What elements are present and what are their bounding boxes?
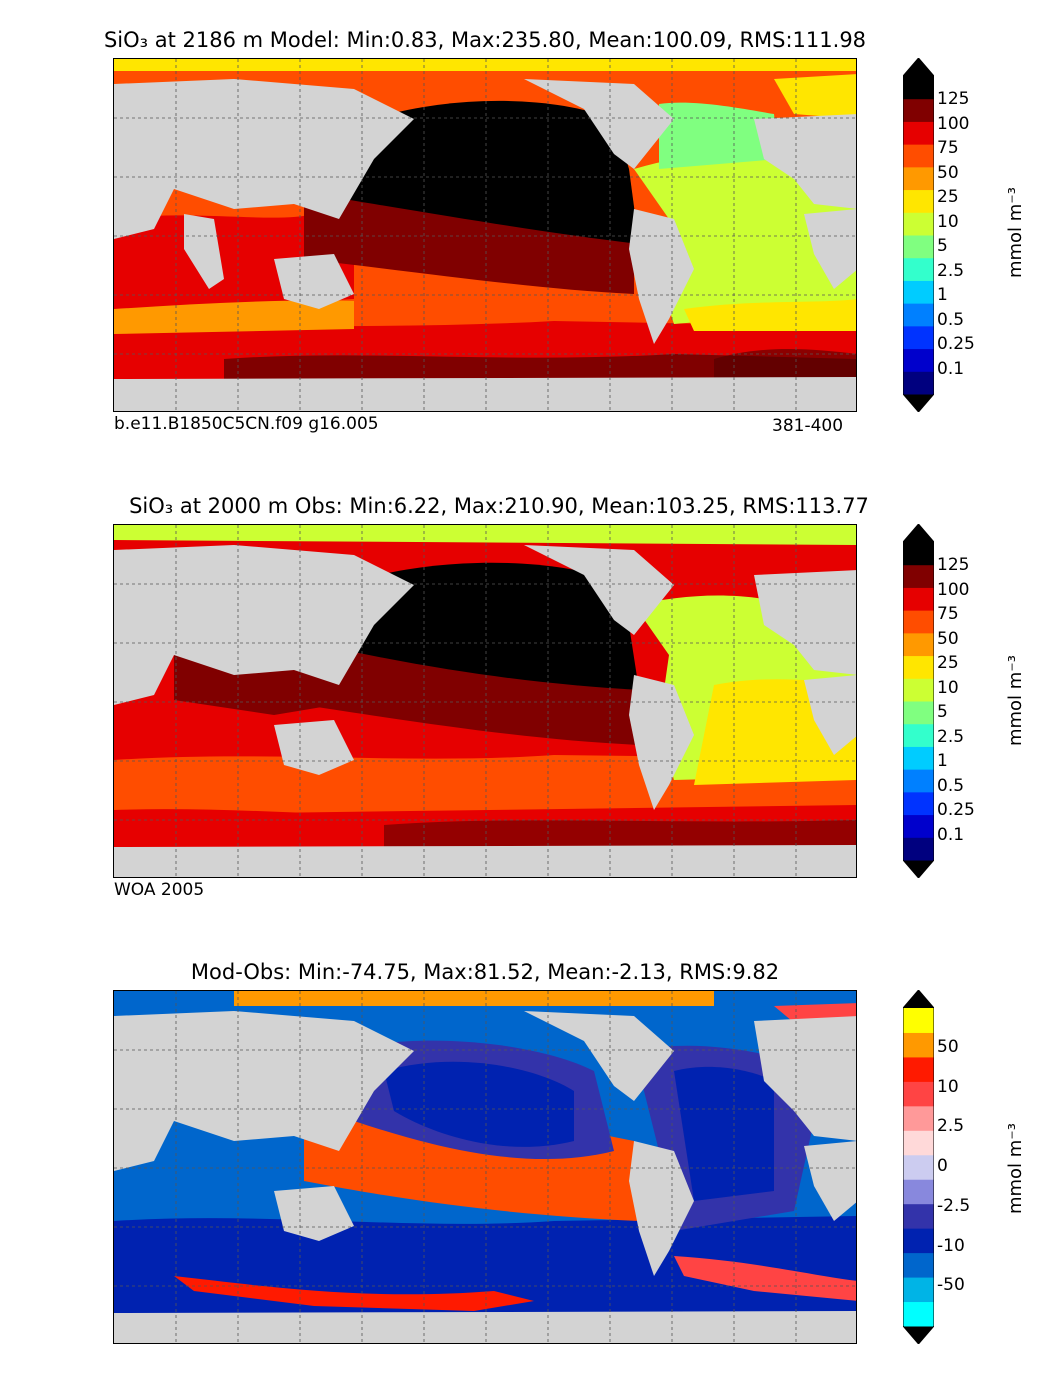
colorbar-extend-min — [903, 394, 934, 412]
colorbar-segment — [903, 189, 934, 213]
colorbar-tick-label: 1 — [937, 285, 948, 306]
colorbar — [902, 57, 935, 413]
colorbar-segment — [903, 632, 934, 657]
colorbar-tick-label: 100 — [937, 113, 970, 134]
model-map — [113, 58, 857, 412]
colorbar-segment — [903, 98, 934, 122]
colorbar-segment — [903, 542, 934, 566]
colorbar — [902, 523, 935, 879]
run-name: b.e11.B1850C5CN.f09 g16.005 — [114, 414, 379, 434]
colorbar-segment — [903, 348, 934, 372]
panel-title: SiO₃ at 2000 m Obs: Min:6.22, Max:210.90… — [129, 494, 869, 518]
colorbar — [902, 989, 935, 1345]
colorbar-tick-label: -2.5 — [937, 1195, 971, 1216]
year-range: 381-400 — [772, 416, 844, 436]
colorbar-segment — [903, 814, 934, 838]
colorbar-tick-label: 0.1 — [937, 358, 965, 379]
colorbar-tick-label: 50 — [937, 1036, 959, 1057]
colorbar-segment — [903, 1179, 934, 1205]
colorbar-extend-max — [903, 524, 934, 542]
colorbar-tick-label: 0.1 — [937, 824, 965, 845]
panel-title: Mod-Obs: Min:-74.75, Max:81.52, Mean:-2.… — [190, 960, 780, 984]
colorbar-tick-label: 10 — [937, 211, 959, 232]
colorbar-tick-label: 25 — [937, 653, 959, 674]
colorbar-tick-label: 10 — [937, 1076, 959, 1097]
colorbar-segment — [903, 1252, 934, 1278]
colorbar-segment — [903, 325, 934, 350]
colorbar-segment — [903, 1105, 934, 1131]
colorbar-units: mmol m⁻³ — [1005, 1122, 1027, 1215]
colorbar-tick-label: 5 — [937, 236, 948, 257]
colorbar-segment — [903, 1203, 934, 1229]
colorbar-tick-label: 2.5 — [937, 726, 965, 747]
colorbar-segment — [903, 1081, 934, 1107]
colorbar-segment — [903, 235, 934, 259]
colorbar-tick-label: 100 — [937, 579, 970, 600]
colorbar-tick-label: 25 — [937, 187, 959, 208]
colorbar-segment — [903, 303, 934, 327]
colorbar-segment — [903, 1301, 934, 1327]
colorbar-segment — [903, 746, 934, 770]
colorbar-tick-label: 50 — [937, 162, 959, 183]
colorbar-tick-label: 0.5 — [937, 775, 965, 796]
colorbar-tick-label: 1 — [937, 751, 948, 772]
obs-map — [113, 524, 857, 878]
colorbar-segment — [903, 1032, 934, 1058]
colorbar-segment — [903, 837, 934, 861]
colorbar-tick-label: 0.25 — [937, 800, 975, 821]
colorbar-segment — [903, 610, 934, 634]
colorbar-extend-min — [903, 1326, 934, 1344]
panel-title: SiO₃ at 2186 m Model: Min:0.83, Max:235.… — [103, 28, 867, 52]
colorbar-segment — [903, 166, 934, 191]
colorbar-segment — [903, 1228, 934, 1254]
colorbar-tick-label: 50 — [937, 628, 959, 649]
colorbar-tick-label: 0.5 — [937, 309, 965, 330]
colorbar-tick-label: 2.5 — [937, 1116, 965, 1137]
colorbar-segment — [903, 723, 934, 747]
colorbar-segment — [903, 144, 934, 168]
colorbar-segment — [903, 678, 934, 702]
colorbar-segment — [903, 1154, 934, 1180]
colorbar-segment — [903, 1008, 934, 1033]
colorbar-tick-label: 75 — [937, 604, 959, 625]
colorbar-segment — [903, 1277, 934, 1303]
diff-map — [113, 990, 857, 1344]
colorbar-segment — [903, 791, 934, 816]
colorbar-tick-label: 75 — [937, 138, 959, 159]
obs-panel: SiO₃ at 2000 m Obs: Min:6.22, Max:210.90… — [113, 494, 1026, 900]
colorbar-tick-label: 10 — [937, 677, 959, 698]
colorbar-extend-max — [903, 990, 934, 1008]
colorbar-tick-label: 125 — [937, 555, 970, 576]
model-panel: SiO₃ at 2186 m Model: Min:0.83, Max:235.… — [0, 0, 1047, 460]
colorbar-segment — [903, 701, 934, 725]
colorbar-tick-label: 5 — [937, 702, 948, 723]
colorbar-segment — [903, 1130, 934, 1156]
obs-source: WOA 2005 — [114, 880, 205, 900]
colorbar-segment — [903, 587, 934, 611]
colorbar-segment — [903, 121, 934, 145]
colorbar-tick-label: -10 — [937, 1235, 965, 1256]
colorbar-tick-label: 0 — [937, 1156, 948, 1176]
colorbar-segment — [903, 76, 934, 100]
colorbar-extend-max — [903, 58, 934, 76]
colorbar-segment — [903, 280, 934, 304]
colorbar-tick-label: 125 — [937, 89, 970, 110]
colorbar-segment — [903, 257, 934, 281]
colorbar-segment — [903, 564, 934, 588]
colorbar-tick-label: 2.5 — [937, 260, 965, 281]
colorbar-segment — [903, 655, 934, 679]
colorbar-tick-label: 0.25 — [937, 334, 975, 355]
colorbar-tick-label: -50 — [937, 1275, 965, 1296]
colorbar-segment — [903, 1056, 934, 1082]
colorbar-segment — [903, 371, 934, 395]
colorbar-segment — [903, 769, 934, 793]
colorbar-segment — [903, 212, 934, 236]
colorbar-extend-min — [903, 860, 934, 878]
